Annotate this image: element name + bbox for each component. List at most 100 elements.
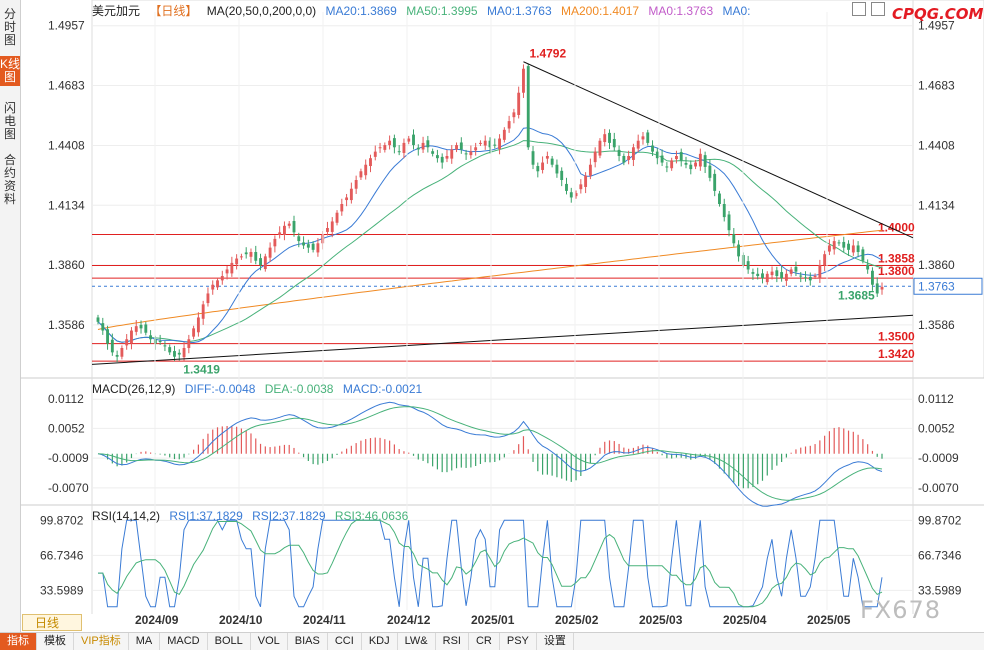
candle-body	[292, 221, 296, 233]
candle-body	[765, 273, 769, 283]
candle-body	[627, 156, 631, 160]
watermark: FX678	[860, 596, 942, 624]
candle-body	[440, 156, 444, 163]
period-tag: 【日线】	[149, 4, 198, 18]
candle-body	[144, 324, 148, 333]
indicator-tab--14[interactable]: 设置	[537, 633, 574, 650]
rsi-y-tick-left: 66.7346	[40, 548, 84, 562]
left-tab-3[interactable]: 合约资料	[3, 153, 16, 206]
candle-body	[283, 225, 286, 235]
candle-body	[526, 66, 530, 148]
recent-low-annotation: 1.3685	[838, 288, 875, 302]
high-annotation: 1.4792	[529, 47, 566, 61]
y-tick-label-right: 1.4683	[918, 79, 955, 93]
candle-body	[106, 329, 109, 344]
indicator-tab-macd-4[interactable]: MACD	[160, 633, 208, 650]
left-tab-1[interactable]: K线图	[0, 56, 21, 86]
candle-body	[517, 92, 521, 115]
indicator-tab-lw-10[interactable]: LW&	[398, 633, 436, 650]
y-tick-label-left: 1.3860	[48, 258, 85, 272]
candle-body	[239, 256, 243, 258]
candle-body	[378, 147, 382, 149]
indicator-tab-rsi-11[interactable]: RSI	[436, 633, 469, 650]
candle-body	[474, 147, 478, 151]
expand-icon[interactable]	[852, 2, 866, 16]
indicator-tab-psy-13[interactable]: PSY	[500, 633, 537, 650]
candle-body	[435, 155, 439, 159]
candle-body	[689, 164, 693, 170]
candle-body	[263, 256, 267, 270]
macd-y-tick-left: -0.0009	[48, 451, 89, 465]
candle-body	[498, 138, 501, 150]
candle-body	[536, 166, 540, 172]
indicator-tab-cr-12[interactable]: CR	[469, 633, 500, 650]
candle-body	[670, 160, 674, 169]
candle-body	[641, 136, 645, 140]
ma0-value-b: MA0:1.3763	[648, 4, 714, 18]
chart-canvas[interactable]: 1.4957 1.4957 1.4683 1.4683 1.4408 1.4408 1.41…	[0, 0, 984, 632]
candle-body	[751, 272, 755, 274]
candle-body	[871, 270, 874, 285]
x-tick-label: 2025/03	[639, 613, 683, 627]
candle-body	[713, 173, 717, 191]
candle-body	[574, 193, 578, 197]
rsi2-value: RSI2:37.1829	[252, 509, 326, 523]
rsi1-value: RSI1:37.1829	[169, 509, 243, 523]
y-tick-label-left: 1.4957	[48, 19, 85, 33]
candle-body	[608, 132, 611, 143]
indicator-tab-cci-8[interactable]: CCI	[328, 633, 362, 650]
ma20-line	[97, 127, 883, 344]
candle-body	[775, 270, 779, 276]
candle-body	[804, 277, 807, 279]
candle-body	[866, 264, 870, 270]
current-price-tag	[913, 277, 983, 295]
indicator-tab-bias-7[interactable]: BIAS	[288, 633, 328, 650]
candle-body	[770, 271, 774, 276]
candle-body	[545, 156, 549, 159]
candle-body	[880, 286, 884, 290]
candle-body	[163, 345, 167, 347]
candle-body	[469, 151, 473, 156]
candle-body	[426, 140, 430, 148]
indicator-tab-boll-5[interactable]: BOLL	[208, 633, 251, 650]
left-tab-2[interactable]: 闪电图	[3, 101, 16, 141]
candle-body	[110, 339, 114, 353]
candle-body	[842, 241, 846, 248]
indicator-tab-kdj-9[interactable]: KDJ	[362, 633, 398, 650]
level-label: 1.4000	[878, 221, 915, 235]
indicator-tab--0[interactable]: 指标	[0, 633, 37, 650]
indicator-tab-vol-6[interactable]: VOL	[251, 633, 288, 650]
ma-params: MA(20,50,0,200,0,0)	[206, 4, 317, 18]
macd-y-tick-right: -0.0070	[918, 481, 959, 495]
candle-body	[182, 348, 186, 358]
rsi3-line	[98, 519, 883, 608]
close-icon[interactable]	[871, 2, 885, 16]
ma200-line	[97, 229, 883, 330]
candle-body	[412, 134, 415, 146]
level-label: 1.3500	[878, 330, 915, 344]
candle-body	[598, 140, 602, 156]
y-tick-label-left: 1.3586	[48, 318, 85, 332]
candle-body	[522, 68, 525, 93]
candle-body	[612, 138, 616, 148]
x-tick-label: 2025/02	[555, 613, 599, 627]
level-label: 1.3420	[878, 347, 915, 361]
y-tick-label-right: 1.3586	[918, 318, 955, 332]
candle-body	[856, 245, 860, 252]
candle-body	[364, 164, 368, 176]
candle-body	[823, 254, 827, 266]
candle-body	[306, 244, 310, 248]
candle-body	[761, 273, 764, 279]
candle-body	[808, 276, 812, 281]
candle-body	[698, 153, 702, 167]
candle-body	[297, 236, 301, 242]
indicator-tab--1[interactable]: 模板	[37, 633, 74, 650]
candle-body	[483, 140, 487, 146]
period-selector-button[interactable]: 日线	[22, 614, 82, 631]
left-tab-0[interactable]: 分时图	[3, 7, 16, 47]
macd-y-tick-left: 0.0112	[48, 392, 84, 406]
indicator-tab-ma-3[interactable]: MA	[129, 633, 161, 650]
indicator-tab-vip-2[interactable]: VIP指标	[74, 633, 129, 650]
candle-body	[703, 155, 707, 167]
symbol-name: 美元加元	[92, 4, 141, 18]
